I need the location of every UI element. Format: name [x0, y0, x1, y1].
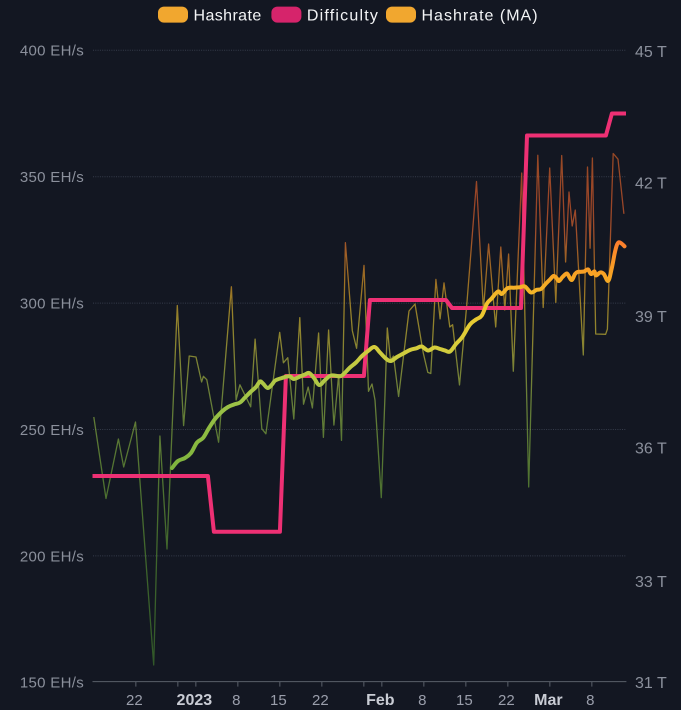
svg-text:39 T: 39 T: [635, 309, 667, 326]
svg-text:Difficulty: Difficulty: [307, 8, 379, 25]
svg-text:Feb: Feb: [366, 692, 395, 709]
svg-text:22: 22: [126, 692, 143, 709]
svg-text:8: 8: [586, 692, 594, 709]
svg-text:Hashrate: Hashrate: [194, 8, 262, 25]
svg-text:350 EH/s: 350 EH/s: [20, 169, 84, 186]
svg-text:Mar: Mar: [534, 692, 562, 709]
svg-text:400 EH/s: 400 EH/s: [20, 43, 84, 60]
svg-text:31 T: 31 T: [635, 675, 667, 692]
svg-text:42 T: 42 T: [635, 175, 667, 192]
svg-text:250 EH/s: 250 EH/s: [20, 422, 84, 439]
svg-text:45 T: 45 T: [635, 44, 667, 61]
svg-text:200 EH/s: 200 EH/s: [20, 548, 84, 565]
svg-text:22: 22: [498, 692, 515, 709]
svg-text:150 EH/s: 150 EH/s: [20, 675, 84, 692]
svg-text:300 EH/s: 300 EH/s: [20, 296, 84, 313]
svg-text:8: 8: [232, 692, 240, 709]
svg-text:8: 8: [418, 692, 426, 709]
svg-text:15: 15: [270, 692, 287, 709]
svg-text:22: 22: [312, 692, 329, 709]
svg-text:33 T: 33 T: [635, 574, 667, 591]
svg-text:15: 15: [456, 692, 473, 709]
svg-text:Hashrate (MA): Hashrate (MA): [422, 8, 539, 25]
svg-text:36 T: 36 T: [635, 440, 667, 457]
svg-text:2023: 2023: [177, 692, 213, 709]
